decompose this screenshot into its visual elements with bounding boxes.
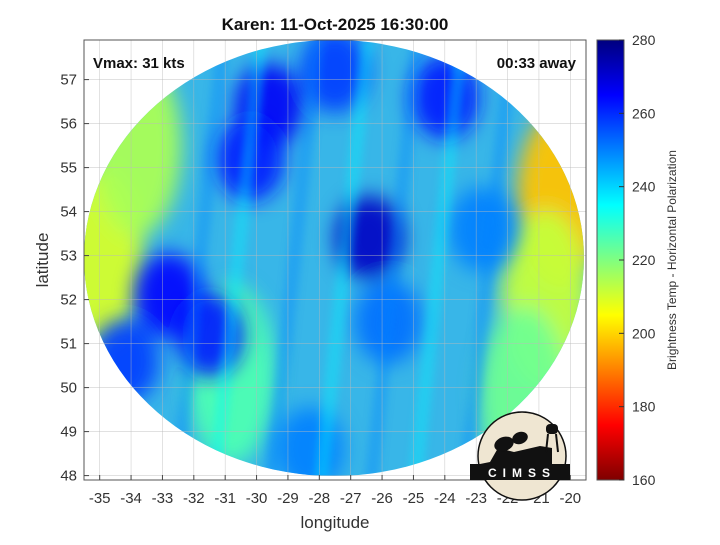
cimss-logo: CIMSS xyxy=(470,411,570,501)
swath-band-1 xyxy=(207,40,268,476)
colorbar-label: Brightness Temp - Horizontal Polarizatio… xyxy=(665,150,679,370)
colorbar-tick-label-1: 180 xyxy=(632,399,656,415)
x-tick-label-4: -31 xyxy=(214,490,236,507)
x-tick-label-12: -23 xyxy=(465,490,487,507)
swath-band-3 xyxy=(314,40,375,476)
vmax-label: Vmax: 31 kts xyxy=(93,55,185,72)
y-tick-label-9: 57 xyxy=(60,72,77,89)
colorbar-tick-label-5: 260 xyxy=(632,105,656,121)
x-tick-label-8: -27 xyxy=(340,490,362,507)
x-tick-label-2: -33 xyxy=(152,490,174,507)
x-tick-label-1: -34 xyxy=(120,490,142,507)
swath-band-6 xyxy=(458,40,519,476)
swath-band-2 xyxy=(264,40,325,476)
y-axis-label: latitude xyxy=(33,233,52,288)
x-tick-label-3: -32 xyxy=(183,490,205,507)
x-tick-label-10: -25 xyxy=(403,490,425,507)
colorbar-tick-label-2: 200 xyxy=(632,325,656,341)
x-axis-label: longitude xyxy=(300,513,369,532)
x-tick-label-6: -29 xyxy=(277,490,299,507)
grid-lines xyxy=(84,40,586,480)
x-tick-label-7: -28 xyxy=(308,490,330,507)
colorbar-tick-label-6: 280 xyxy=(632,32,656,48)
colorbar-tick-label-0: 160 xyxy=(632,472,656,488)
x-tick-label-15: -20 xyxy=(559,490,581,507)
y-tick-label-4: 52 xyxy=(60,292,77,309)
y-tick-label-8: 56 xyxy=(60,116,77,133)
y-tick-label-5: 53 xyxy=(60,248,77,265)
colorbar-tick-label-4: 240 xyxy=(632,179,656,195)
x-tick-label-9: -26 xyxy=(371,490,393,507)
time-away-label: 00:33 away xyxy=(497,55,577,72)
swath-band-4 xyxy=(364,40,425,476)
y-tick-label-0: 48 xyxy=(60,468,77,485)
y-axis: 48 49 50 51 52 53 54 55 56 57 xyxy=(60,72,89,485)
y-tick-label-6: 54 xyxy=(60,204,77,221)
swath-band-5 xyxy=(408,40,469,476)
plot-frame xyxy=(83,39,587,481)
y-tick-label-3: 51 xyxy=(60,336,77,353)
x-tick-label-0: -35 xyxy=(89,490,111,507)
colorbar-ticks: 160 180 200 220 240 260 280 xyxy=(619,32,656,488)
y-tick-label-2: 50 xyxy=(60,380,77,397)
y-tick-label-7: 55 xyxy=(60,160,77,177)
swath-band-0 xyxy=(170,40,231,476)
x-tick-label-11: -24 xyxy=(434,490,456,507)
x-tick-label-5: -30 xyxy=(246,490,268,507)
chart-title: Karen: 11-Oct-2025 16:30:00 xyxy=(222,15,449,34)
y-tick-label-1: 49 xyxy=(60,424,77,441)
cimss-logo-text: CIMSS xyxy=(488,466,556,480)
colorbar-tick-label-3: 220 xyxy=(632,252,656,268)
